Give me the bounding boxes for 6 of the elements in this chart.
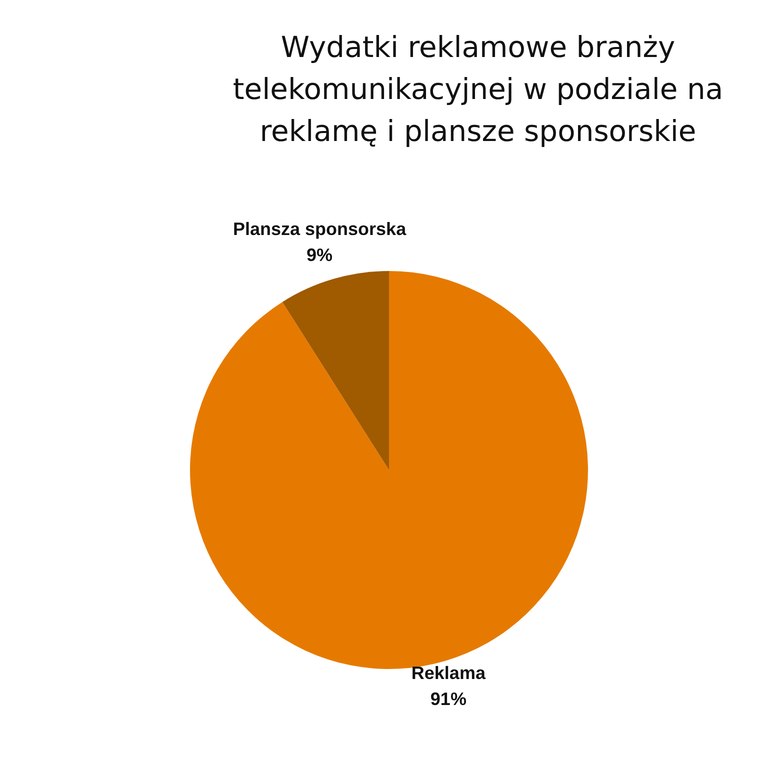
data-label: 9% [306, 245, 333, 266]
chart-title: Wydatki reklamowe branży telekomunikacyjnej w podziale na reklamę i plansze sponsorskie [232, 29, 724, 150]
data-label: 91% [430, 688, 466, 709]
slice-label: Reklama [411, 662, 486, 683]
pie-slice [282, 271, 389, 470]
slice-label: Plansza sponsorska [233, 219, 408, 240]
